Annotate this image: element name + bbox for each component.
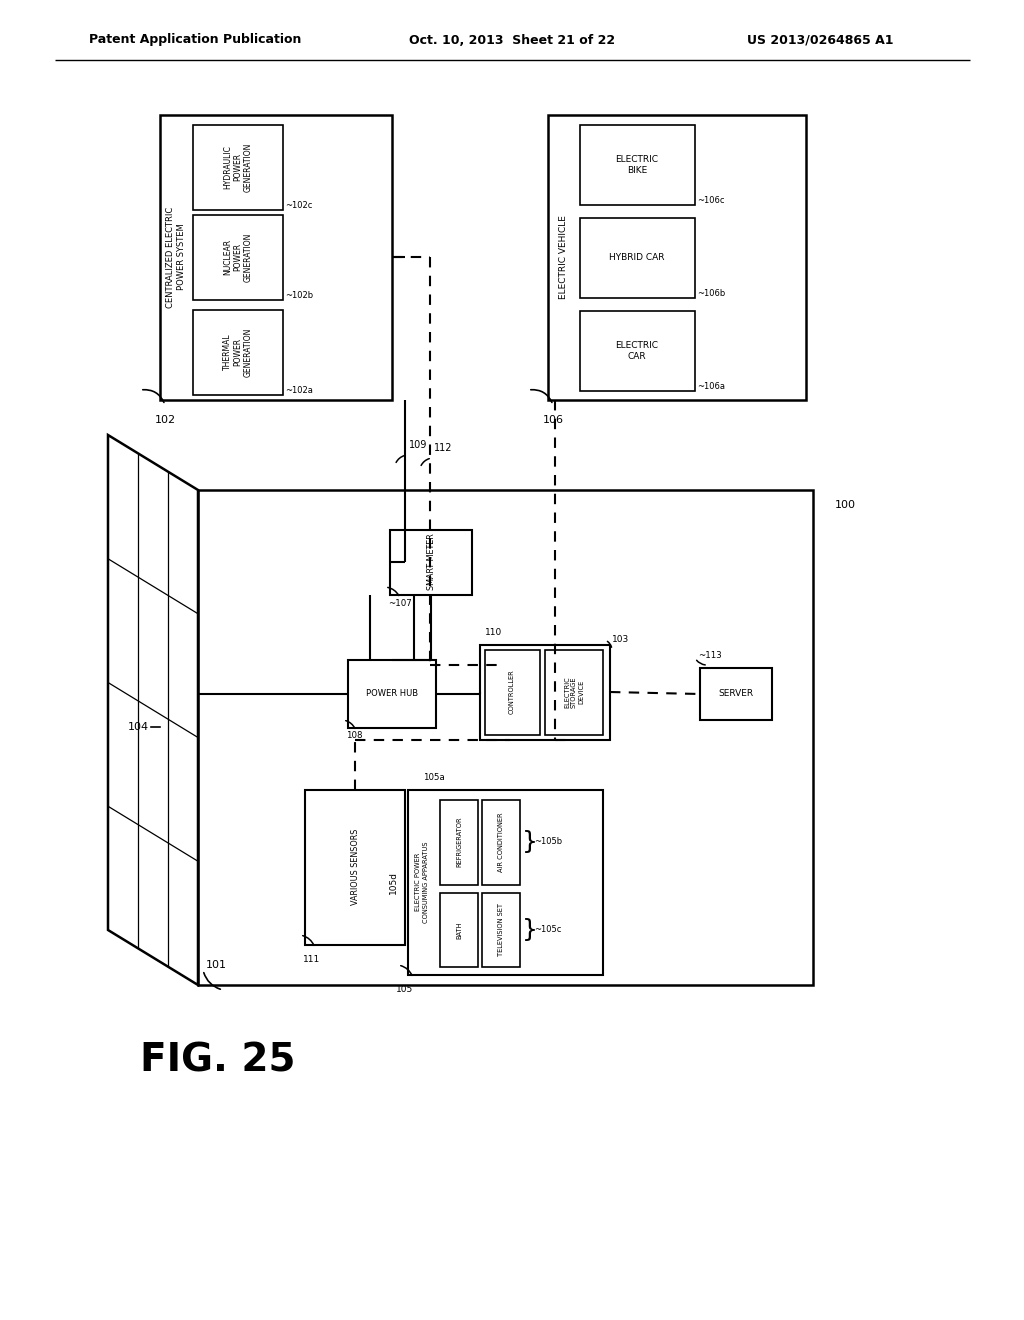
Text: }: } [522,917,538,942]
Text: 102: 102 [155,414,176,425]
Text: US 2013/0264865 A1: US 2013/0264865 A1 [746,33,893,46]
Text: 108: 108 [346,731,362,741]
Bar [160,115,392,400]
Bar [700,668,772,719]
Text: Patent Application Publication: Patent Application Publication [89,33,301,46]
Text: HYBRID CAR: HYBRID CAR [609,253,665,263]
Text: FIG. 25: FIG. 25 [140,1041,296,1078]
Text: CENTRALIZED ELECTRIC
POWER SYSTEM: CENTRALIZED ELECTRIC POWER SYSTEM [166,206,185,308]
Bar [440,894,478,968]
Bar [193,125,283,210]
Bar [440,800,478,884]
Bar [193,215,283,300]
Text: Oct. 10, 2013  Sheet 21 of 22: Oct. 10, 2013 Sheet 21 of 22 [409,33,615,46]
Text: ~106a: ~106a [697,381,725,391]
Bar [480,645,610,741]
Text: VARIOUS SENSORS: VARIOUS SENSORS [350,829,359,906]
Text: ~107: ~107 [388,598,412,607]
Text: 112: 112 [434,444,453,453]
Text: ELECTRIC
BIKE: ELECTRIC BIKE [615,156,658,174]
Text: SERVER: SERVER [719,689,754,698]
Bar [348,660,436,729]
Text: 105: 105 [396,986,414,994]
Text: ~105c: ~105c [534,925,561,935]
Text: ~106c: ~106c [697,195,725,205]
Text: POWER HUB: POWER HUB [366,689,418,698]
Text: 106: 106 [543,414,564,425]
Bar [548,115,806,400]
Text: ELECTRIC POWER
CONSUMING APPARATUS: ELECTRIC POWER CONSUMING APPARATUS [416,841,428,923]
Bar [198,490,813,985]
Bar [580,125,695,205]
Text: REFRIGERATOR: REFRIGERATOR [456,817,462,867]
Text: ELECTRIC
CAR: ELECTRIC CAR [615,342,658,360]
Text: HYDRAULIC
POWER
GENERATION: HYDRAULIC POWER GENERATION [223,143,253,191]
Text: 100: 100 [835,500,856,510]
Bar [485,649,540,735]
Text: ~105b: ~105b [534,837,562,846]
Text: }: } [522,830,538,854]
Bar [580,312,695,391]
Bar [482,800,520,884]
Text: ~102b: ~102b [285,290,313,300]
Text: 110: 110 [485,628,502,638]
Text: 104: 104 [127,722,148,733]
Text: 101: 101 [206,960,227,970]
Text: AIR CONDITIONER: AIR CONDITIONER [498,812,504,871]
Text: ~102c: ~102c [285,201,312,210]
Text: ELECTRIC
STORAGE
DEVICE: ELECTRIC STORAGE DEVICE [564,676,584,708]
Text: THERMAL
POWER
GENERATION: THERMAL POWER GENERATION [223,327,253,376]
Text: ELECTRIC VEHICLE: ELECTRIC VEHICLE [559,215,568,298]
Text: ~113: ~113 [698,651,722,660]
Text: 105d: 105d [389,870,398,894]
Text: 103: 103 [612,635,630,644]
Text: SMART METER: SMART METER [427,533,435,590]
Text: NUCLEAR
POWER
GENERATION: NUCLEAR POWER GENERATION [223,232,253,281]
Bar [305,789,406,945]
Text: BATH: BATH [456,921,462,939]
Text: ~106b: ~106b [697,289,725,298]
Bar [482,894,520,968]
Bar [580,218,695,298]
Text: ~102a: ~102a [285,385,313,395]
Bar [390,531,472,595]
Bar [545,649,603,735]
Text: 105a: 105a [423,774,444,781]
Text: 109: 109 [409,440,427,450]
Text: CONTROLLER: CONTROLLER [509,669,515,714]
Bar [193,310,283,395]
Text: TELEVISION SET: TELEVISION SET [498,903,504,957]
Bar [408,789,603,975]
Text: 111: 111 [303,956,321,965]
